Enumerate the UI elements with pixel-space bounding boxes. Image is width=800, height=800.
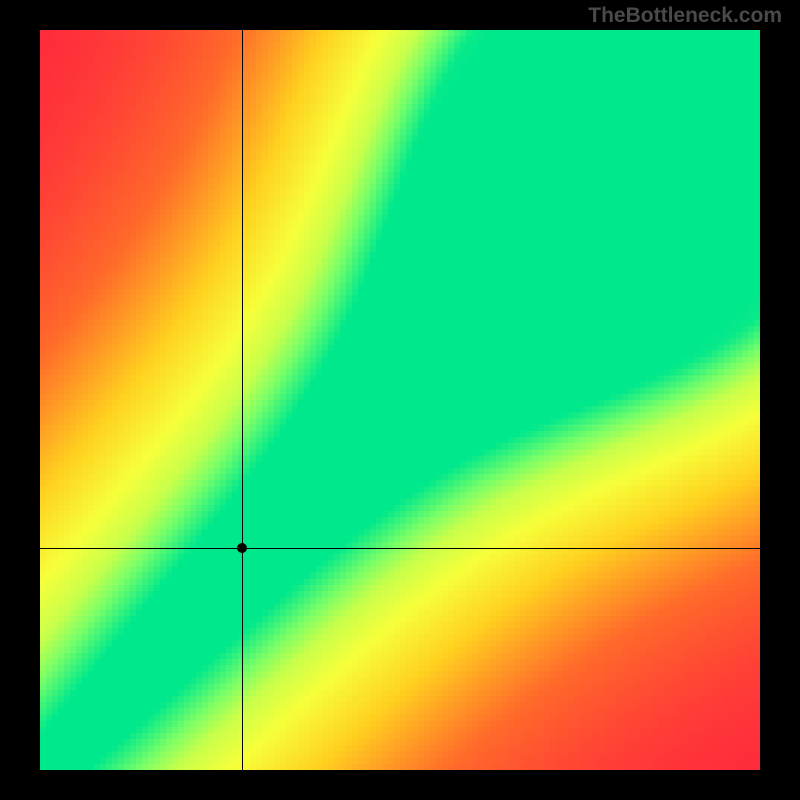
crosshair-marker-dot [237,543,247,553]
crosshair-horizontal [40,548,760,549]
bottleneck-heatmap [40,30,760,770]
watermark-text: TheBottleneck.com [588,4,782,28]
crosshair-vertical [242,30,243,770]
